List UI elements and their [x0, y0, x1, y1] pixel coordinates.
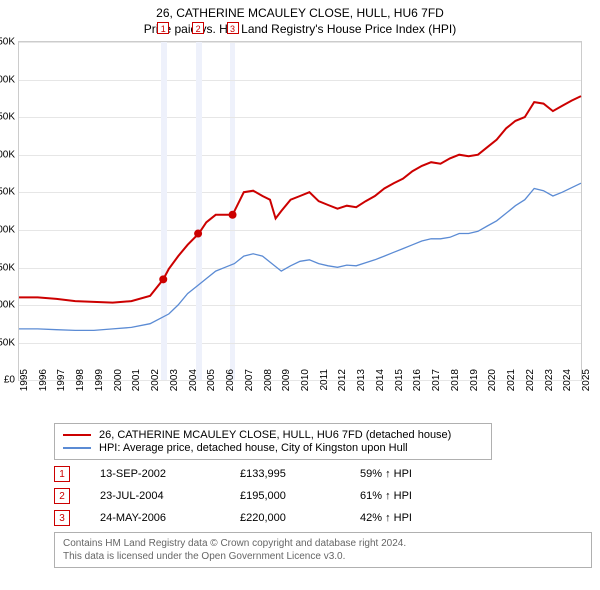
legend-item: 26, CATHERINE MCAULEY CLOSE, HULL, HU6 7… — [63, 429, 483, 441]
sale-marker-3: 3 — [227, 22, 239, 34]
y-tick-label: £50K — [0, 337, 15, 348]
sale-date: 23-JUL-2004 — [100, 490, 210, 502]
sale-date: 13-SEP-2002 — [100, 468, 210, 480]
sale-dot — [159, 276, 167, 284]
legend-swatch — [63, 434, 91, 436]
x-tick-label: 2025 — [581, 369, 592, 403]
series-line — [19, 183, 581, 330]
sales-table: 1 13-SEP-2002 £133,995 59% ↑ HPI 2 23-JUL-200… — [54, 466, 592, 526]
y-tick-label: £300K — [0, 149, 15, 160]
price-chart: £0£50K£100K£150K£200K£250K£300K£350K£400… — [18, 41, 582, 381]
sale-dot — [229, 211, 237, 219]
legend-item: HPI: Average price, detached house, City… — [63, 442, 483, 454]
y-tick-label: £250K — [0, 187, 15, 198]
footer-line-2: This data is licensed under the Open Gov… — [63, 550, 583, 563]
y-tick-label: £100K — [0, 300, 15, 311]
sale-dot — [194, 230, 202, 238]
legend-label: 26, CATHERINE MCAULEY CLOSE, HULL, HU6 7… — [99, 429, 451, 441]
y-tick-label: £150K — [0, 262, 15, 273]
sale-price: £195,000 — [240, 490, 330, 502]
chart-lines — [19, 42, 581, 380]
y-tick-label: £200K — [0, 224, 15, 235]
sale-marker-2: 2 — [192, 22, 204, 34]
title-line-1: 26, CATHERINE MCAULEY CLOSE, HULL, HU6 7… — [8, 6, 592, 22]
y-tick-label: £400K — [0, 74, 15, 85]
sale-hpi: 59% ↑ HPI — [360, 468, 412, 480]
sale-row-marker: 1 — [54, 466, 70, 482]
sale-row-marker: 3 — [54, 510, 70, 526]
y-tick-label: £450K — [0, 37, 15, 48]
sale-row: 3 24-MAY-2006 £220,000 42% ↑ HPI — [54, 510, 592, 526]
sale-hpi: 42% ↑ HPI — [360, 512, 412, 524]
y-tick-label: £350K — [0, 112, 15, 123]
sale-price: £133,995 — [240, 468, 330, 480]
legend: 26, CATHERINE MCAULEY CLOSE, HULL, HU6 7… — [54, 423, 492, 460]
footer-line-1: Contains HM Land Registry data © Crown c… — [63, 537, 583, 550]
chart-title: 26, CATHERINE MCAULEY CLOSE, HULL, HU6 7… — [8, 6, 592, 37]
sale-marker-1: 1 — [157, 22, 169, 34]
y-tick-label: £0 — [0, 375, 15, 386]
legend-label: HPI: Average price, detached house, City… — [99, 442, 408, 454]
footer-attribution: Contains HM Land Registry data © Crown c… — [54, 532, 592, 568]
sale-date: 24-MAY-2006 — [100, 512, 210, 524]
legend-swatch — [63, 447, 91, 449]
sale-row: 2 23-JUL-2004 £195,000 61% ↑ HPI — [54, 488, 592, 504]
series-line — [19, 96, 581, 303]
sale-row: 1 13-SEP-2002 £133,995 59% ↑ HPI — [54, 466, 592, 482]
title-line-2: Price paid vs. HM Land Registry's House … — [8, 22, 592, 38]
sale-price: £220,000 — [240, 512, 330, 524]
sale-row-marker: 2 — [54, 488, 70, 504]
sale-hpi: 61% ↑ HPI — [360, 490, 412, 502]
